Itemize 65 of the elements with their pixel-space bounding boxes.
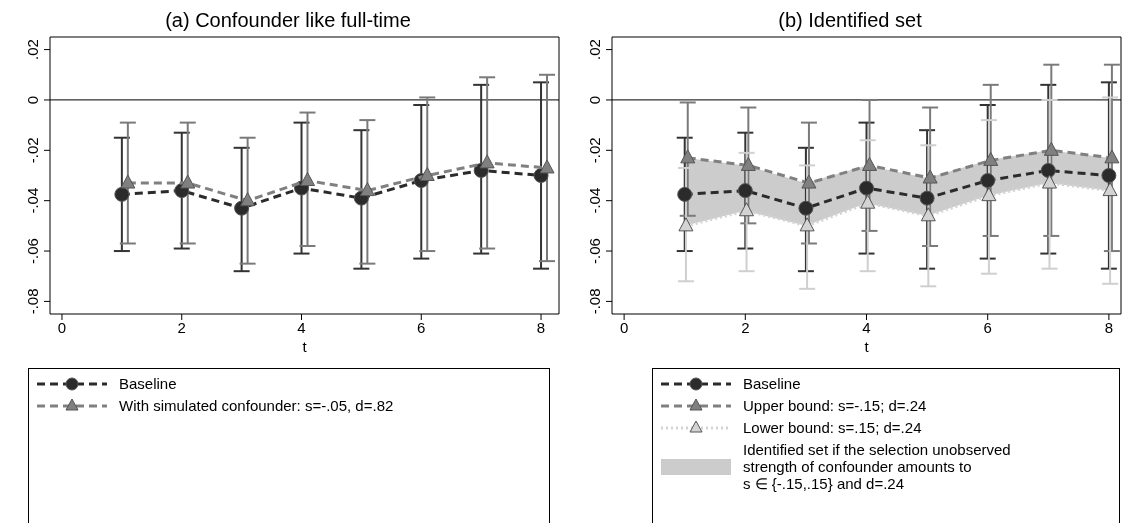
point xyxy=(479,154,495,169)
point xyxy=(980,173,996,189)
x-tick-label: 4 xyxy=(862,318,871,336)
point xyxy=(114,186,130,202)
point xyxy=(419,167,435,181)
x-tick-label: 6 xyxy=(417,318,426,336)
y-tick-label: -.06 xyxy=(586,238,603,264)
legend-label: Baseline xyxy=(743,375,801,392)
point xyxy=(1042,174,1057,189)
point xyxy=(860,194,876,209)
x-tick-label: 6 xyxy=(983,318,992,336)
y-tick-label: -.08 xyxy=(24,288,41,315)
point xyxy=(1101,168,1117,183)
y-tick-label: -.02 xyxy=(24,137,41,164)
legend-label: Upper bound: s=-.15; d=.24 xyxy=(743,397,927,414)
x-tick-label: 8 xyxy=(1104,318,1114,336)
y-tick-label: -.02 xyxy=(586,137,603,164)
point xyxy=(1040,162,1056,178)
legend-label: Lower bound: s=.15; d=.24 xyxy=(743,419,922,436)
point xyxy=(1102,182,1118,197)
point xyxy=(920,207,936,222)
point xyxy=(801,174,817,189)
point xyxy=(737,183,753,199)
x-tick-label: 8 xyxy=(536,318,546,336)
point xyxy=(983,151,999,166)
point xyxy=(240,192,256,207)
y-tick-label: -.04 xyxy=(586,187,603,214)
point xyxy=(677,186,693,202)
point xyxy=(180,174,196,189)
legend-label: With simulated confounder: s=-.05, d=.82 xyxy=(119,397,394,414)
legend-label: Baseline xyxy=(119,375,177,392)
y-tick-label: .02 xyxy=(586,39,603,61)
text: Identified set if the selection unobserved strength of confounder amounts to s ∈ {-.15,.15} and d=.24 xyxy=(743,441,1011,492)
point xyxy=(680,149,696,164)
x-axis-title: t xyxy=(302,338,308,355)
y-tick-label: -.06 xyxy=(24,238,41,264)
x-tick-label: 4 xyxy=(297,318,306,336)
y-tick-label: 0 xyxy=(24,95,41,105)
point xyxy=(922,169,938,184)
y-tick-label: -.08 xyxy=(586,288,603,315)
y-tick-label: .02 xyxy=(24,39,41,61)
point xyxy=(981,187,997,202)
point xyxy=(539,159,555,174)
point xyxy=(919,190,935,206)
chart-title: (a) Confounder like full-time xyxy=(164,8,412,32)
point xyxy=(1043,141,1059,156)
x-tick-label: 0 xyxy=(57,318,67,336)
point xyxy=(739,202,755,217)
y-tick-label: -.04 xyxy=(24,187,41,214)
point xyxy=(299,172,315,187)
point xyxy=(798,200,814,216)
point xyxy=(799,217,815,232)
chart-title: (b) Identified set xyxy=(777,8,923,32)
x-axis-title: t xyxy=(864,338,870,355)
y-tick-label: 0 xyxy=(586,95,603,105)
point xyxy=(740,156,756,171)
point xyxy=(859,180,874,196)
point xyxy=(862,156,878,171)
point xyxy=(678,217,694,232)
point xyxy=(120,174,136,189)
point xyxy=(1104,149,1120,164)
x-tick-label: 2 xyxy=(177,318,186,336)
x-tick-label: 2 xyxy=(741,318,750,336)
point xyxy=(359,182,375,197)
x-tick-label: 0 xyxy=(619,318,629,336)
